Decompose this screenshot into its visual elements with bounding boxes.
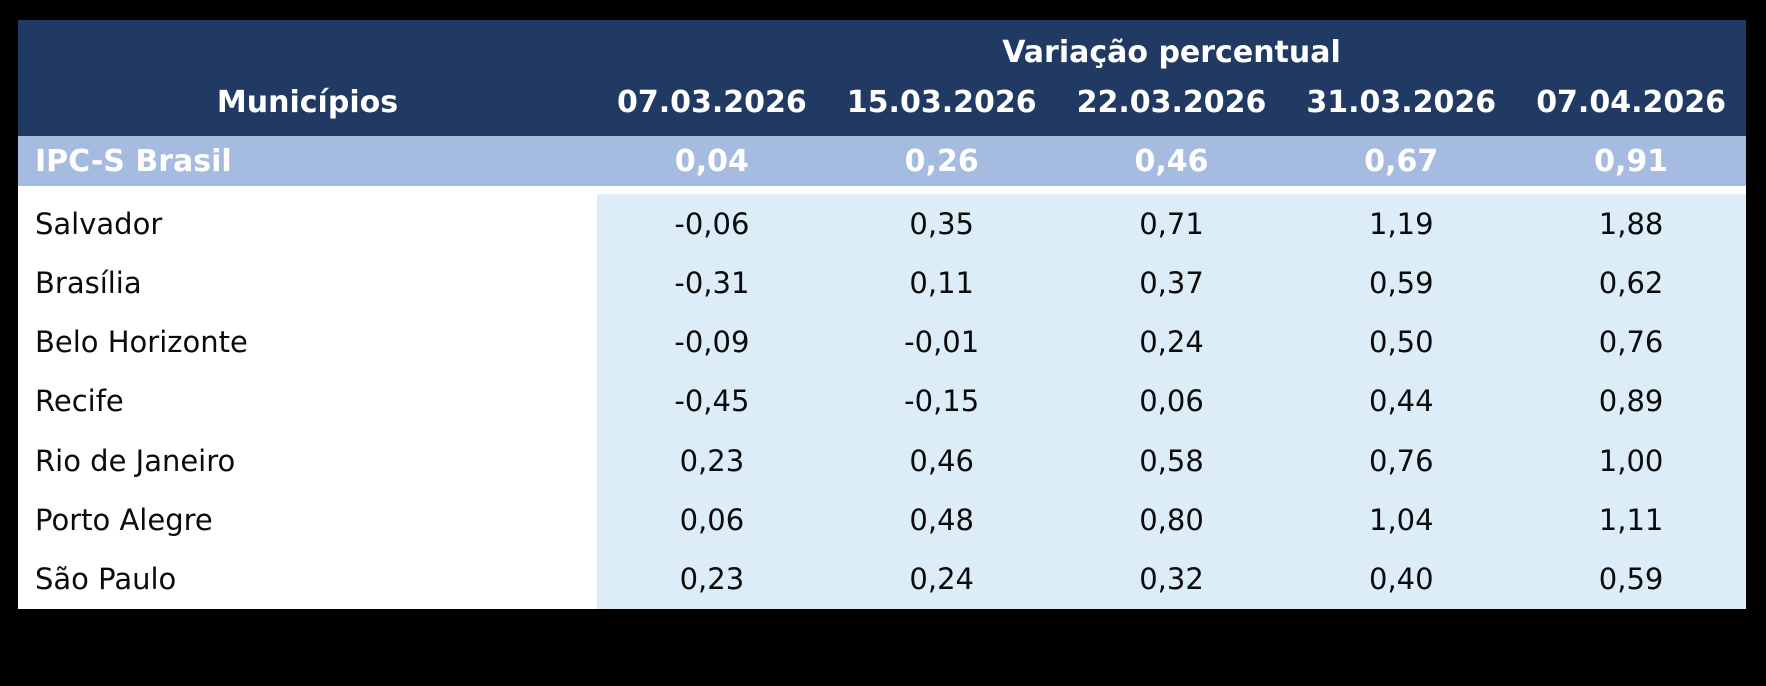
column-header-row: Municípios 07.03.2026 15.03.2026 22.03.2…	[18, 68, 1746, 136]
value-cell: 1,11	[1516, 490, 1746, 550]
column-header-date-1: 07.03.2026	[617, 84, 807, 120]
value-cell: 0,44	[1286, 371, 1517, 432]
row-label: Porto Alegre	[18, 490, 597, 550]
value-cell: 0,11	[826, 253, 1057, 313]
value-cell: 0,91	[1594, 143, 1669, 179]
value-cell: 1,04	[1286, 490, 1517, 550]
row-label: Salvador	[18, 194, 597, 254]
value-cell: 0,35	[826, 194, 1057, 254]
value-cell: 0,24	[1056, 312, 1287, 372]
table-row-porto-alegre: Porto Alegre 0,06 0,48 0,80 1,04 1,11	[18, 490, 1746, 550]
table-body: Salvador -0,06 0,35 0,71 1,19 1,88 Brasí…	[18, 194, 1746, 609]
value-cell: -0,31	[597, 253, 827, 313]
value-cell: 0,26	[904, 143, 979, 179]
value-cell: 0,59	[1286, 253, 1517, 313]
value-cell: -0,45	[597, 371, 827, 432]
column-header-municipios: Municípios	[216, 84, 399, 120]
value-cell: 0,23	[597, 549, 827, 609]
table-row-rio-de-janeiro: Rio de Janeiro 0,23 0,46 0,58 0,76 1,00	[18, 431, 1746, 491]
value-cell: 0,48	[826, 490, 1057, 550]
value-cell: 0,59	[1516, 549, 1746, 609]
row-label: IPC-S Brasil	[35, 143, 232, 179]
value-cell: 1,88	[1516, 194, 1746, 254]
row-label: São Paulo	[18, 549, 597, 609]
value-cell: 0,06	[597, 490, 827, 550]
value-cell: 0,58	[1056, 431, 1287, 491]
table-row-recife: Recife -0,45 -0,15 0,06 0,44 0,89	[18, 371, 1746, 432]
value-cell: 0,23	[597, 431, 827, 491]
column-header-date-3: 22.03.2026	[1076, 84, 1267, 120]
table-title: Variação percentual	[1002, 35, 1341, 70]
value-cell: 0,04	[674, 143, 749, 179]
column-header-date-2: 15.03.2026	[846, 84, 1037, 120]
value-cell: -0,09	[597, 312, 827, 372]
value-cell: 0,89	[1516, 371, 1746, 432]
value-cell: 0,06	[1056, 371, 1287, 432]
value-cell: 0,71	[1056, 194, 1287, 254]
value-cell: 0,50	[1286, 312, 1517, 372]
value-cell: 0,67	[1364, 143, 1439, 179]
table-header: Variação percentual Municípios 07.03.202…	[18, 20, 1746, 136]
row-label: Belo Horizonte	[18, 312, 597, 372]
table-title-row: Variação percentual	[18, 20, 1746, 68]
value-cell: 0,24	[826, 549, 1057, 609]
value-cell: -0,15	[826, 371, 1057, 432]
row-label: Recife	[18, 371, 597, 432]
value-cell: 0,76	[1516, 312, 1746, 372]
table-row-brasilia: Brasília -0,31 0,11 0,37 0,59 0,62	[18, 253, 1746, 313]
value-cell: 0,46	[826, 431, 1057, 491]
value-cell: 0,32	[1056, 549, 1287, 609]
value-cell: 0,40	[1286, 549, 1517, 609]
table-row-sao-paulo: São Paulo 0,23 0,24 0,32 0,40 0,59	[18, 549, 1746, 609]
value-cell: 0,62	[1516, 253, 1746, 313]
row-label: Rio de Janeiro	[18, 431, 597, 491]
ipcs-variation-table: Variação percentual Municípios 07.03.202…	[18, 20, 1746, 609]
value-cell: -0,01	[826, 312, 1057, 372]
table-row-ipcs-brasil: IPC-S Brasil 0,04 0,26 0,46 0,67 0,91	[18, 136, 1746, 194]
value-cell: 1,19	[1286, 194, 1517, 254]
table-row-salvador: Salvador -0,06 0,35 0,71 1,19 1,88	[18, 194, 1746, 254]
column-header-date-5: 07.04.2026	[1536, 84, 1726, 120]
column-header-date-4: 31.03.2026	[1306, 84, 1497, 120]
value-cell: 0,46	[1134, 143, 1209, 179]
value-cell: 1,00	[1516, 431, 1746, 491]
row-label: Brasília	[18, 253, 597, 313]
table-row-belo-horizonte: Belo Horizonte -0,09 -0,01 0,24 0,50 0,7…	[18, 312, 1746, 372]
value-cell: -0,06	[597, 194, 827, 254]
value-cell: 0,80	[1056, 490, 1287, 550]
value-cell: 0,37	[1056, 253, 1287, 313]
value-cell: 0,76	[1286, 431, 1517, 491]
